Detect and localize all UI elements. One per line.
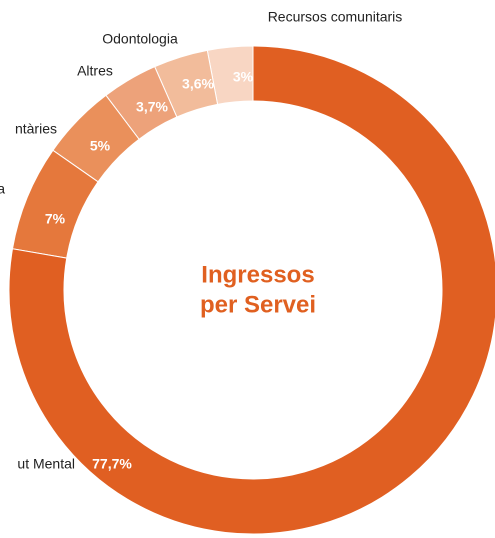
value-label: 3%: [233, 69, 254, 85]
category-label: ut Mental: [17, 456, 75, 472]
category-label: Odontologia: [102, 31, 178, 47]
slice: [11, 149, 99, 259]
chart-title: Ingressos: [201, 261, 314, 288]
category-label: Recursos comunitaris: [268, 9, 403, 25]
slice: [154, 49, 219, 118]
category-label: ntàries: [15, 121, 57, 137]
chart-title: per Servei: [200, 291, 316, 318]
category-label: Altres: [77, 63, 113, 79]
slice: [52, 94, 140, 183]
slice: [8, 45, 495, 535]
category-label: a: [0, 181, 5, 197]
value-label: 7%: [45, 211, 66, 227]
value-label: 3,6%: [182, 76, 214, 92]
value-label: 77,7%: [92, 456, 132, 472]
value-label: 5%: [90, 138, 111, 154]
value-label: 3,7%: [136, 99, 168, 115]
slice: [105, 66, 178, 140]
